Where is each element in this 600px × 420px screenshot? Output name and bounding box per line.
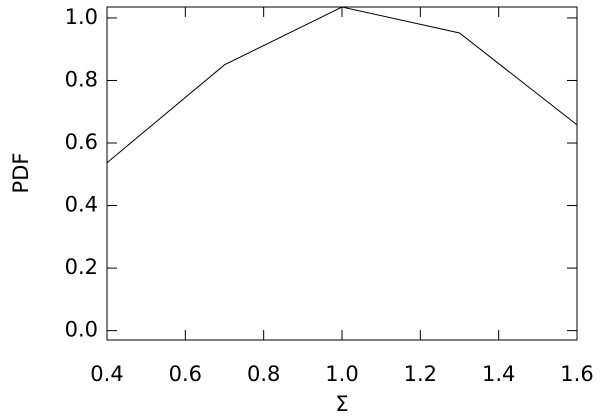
y-tick-label: 0.2 xyxy=(65,255,98,279)
x-axis-title: Σ xyxy=(335,392,348,416)
x-tick-label: 1.6 xyxy=(560,362,593,386)
y-tick-label: 0.4 xyxy=(65,193,98,217)
x-tick-label: 1.0 xyxy=(325,362,358,386)
plot-frame xyxy=(106,6,578,341)
x-tick-label: 0.8 xyxy=(247,362,280,386)
x-tick-label: 0.6 xyxy=(169,362,202,386)
y-axis-title: PDF xyxy=(9,153,33,194)
x-tick-label: 1.2 xyxy=(404,362,437,386)
x-tick-label: 1.4 xyxy=(482,362,515,386)
data-line xyxy=(106,6,578,164)
y-tick-label: 0.0 xyxy=(65,318,98,342)
y-tick-label: 1.0 xyxy=(65,5,98,29)
x-tick-label: 0.4 xyxy=(90,362,123,386)
y-tick-label: 0.8 xyxy=(65,67,98,91)
y-tick-label: 0.6 xyxy=(65,130,98,154)
